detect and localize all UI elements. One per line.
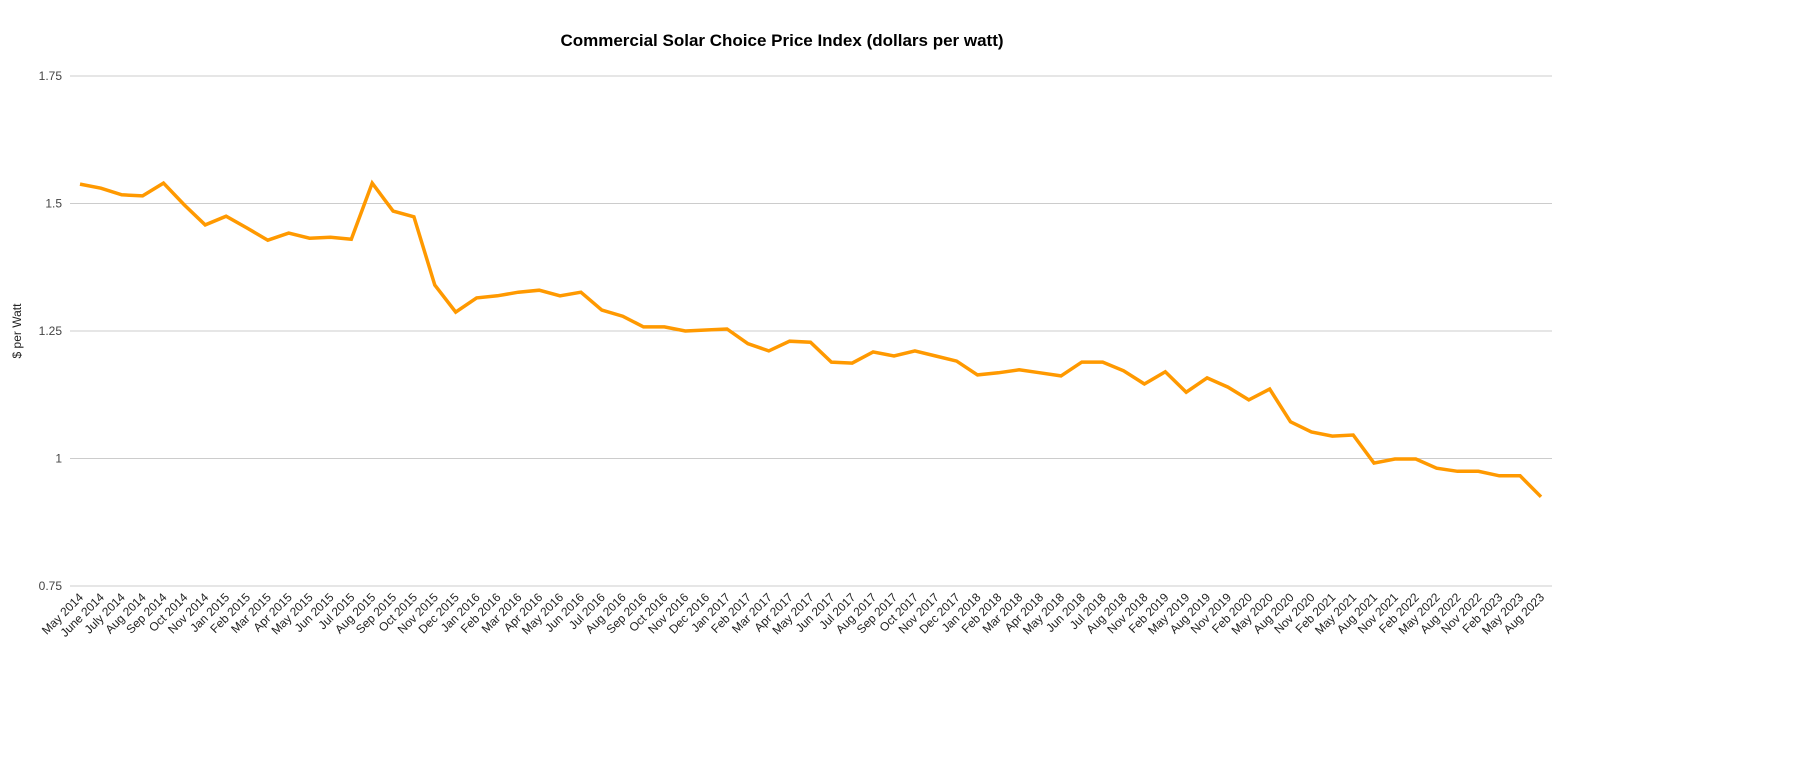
data-point (1351, 433, 1355, 437)
data-point (224, 214, 228, 218)
data-point (78, 182, 82, 186)
data-point (1247, 398, 1251, 402)
data-point (1184, 390, 1188, 394)
data-point (1393, 457, 1397, 461)
data-point (1309, 430, 1313, 434)
data-point (99, 186, 103, 190)
data-point (975, 373, 979, 377)
data-point (1435, 466, 1439, 470)
data-point (642, 325, 646, 329)
data-point (495, 294, 499, 298)
data-point (788, 339, 792, 343)
data-point (1059, 374, 1063, 378)
data-point (287, 231, 291, 235)
data-point (475, 296, 479, 300)
data-point (1289, 420, 1293, 424)
data-point (746, 342, 750, 346)
data-point (182, 203, 186, 207)
data-point (245, 226, 249, 230)
data-point (1142, 382, 1146, 386)
data-point (621, 314, 625, 318)
data-point (1539, 495, 1543, 499)
y-tick-label: 1.25 (39, 324, 63, 338)
data-point (1497, 474, 1501, 478)
data-point (934, 354, 938, 358)
data-point (516, 290, 520, 294)
data-point (203, 223, 207, 227)
y-axis-label: $ per Watt (10, 303, 24, 359)
data-point (558, 294, 562, 298)
data-point (120, 193, 124, 197)
data-point (454, 310, 458, 314)
data-point (328, 235, 332, 239)
data-point (349, 237, 353, 241)
data-point (850, 361, 854, 365)
data-point (1372, 461, 1376, 465)
data-point (1101, 360, 1105, 364)
data-point (308, 236, 312, 240)
y-tick-label: 1 (55, 452, 62, 466)
data-point (809, 340, 813, 344)
data-point (1122, 369, 1126, 373)
data-point (996, 371, 1000, 375)
data-point (370, 181, 374, 185)
series-line (79, 179, 1543, 499)
data-point (767, 349, 771, 353)
chart-title: Commercial Solar Choice Price Index (dol… (560, 31, 1003, 50)
data-point (662, 325, 666, 329)
y-tick-label: 0.75 (39, 579, 63, 593)
data-point (537, 288, 541, 292)
y-tick-label: 1.75 (39, 69, 63, 83)
data-point (829, 360, 833, 364)
data-point (1080, 360, 1084, 364)
data-point (892, 354, 896, 358)
data-point (579, 290, 583, 294)
data-point (1330, 434, 1334, 438)
data-point (913, 349, 917, 353)
data-point (161, 181, 165, 185)
data-point (725, 327, 729, 331)
data-point (955, 359, 959, 363)
data-point (704, 328, 708, 332)
data-point (266, 238, 270, 242)
data-point (1038, 371, 1042, 375)
data-point (433, 283, 437, 287)
data-point (1414, 457, 1418, 461)
data-point (871, 350, 875, 354)
data-point (1476, 469, 1480, 473)
data-point (412, 215, 416, 219)
data-point (1268, 387, 1272, 391)
data-point (1518, 474, 1522, 478)
data-point (1456, 469, 1460, 473)
data-point (1017, 368, 1021, 372)
data-point (391, 209, 395, 213)
data-point (1226, 385, 1230, 389)
data-point (1205, 376, 1209, 380)
data-point (683, 329, 687, 333)
data-point (1163, 370, 1167, 374)
data-point (141, 194, 145, 198)
data-point (600, 308, 604, 312)
y-tick-label: 1.5 (45, 197, 62, 211)
